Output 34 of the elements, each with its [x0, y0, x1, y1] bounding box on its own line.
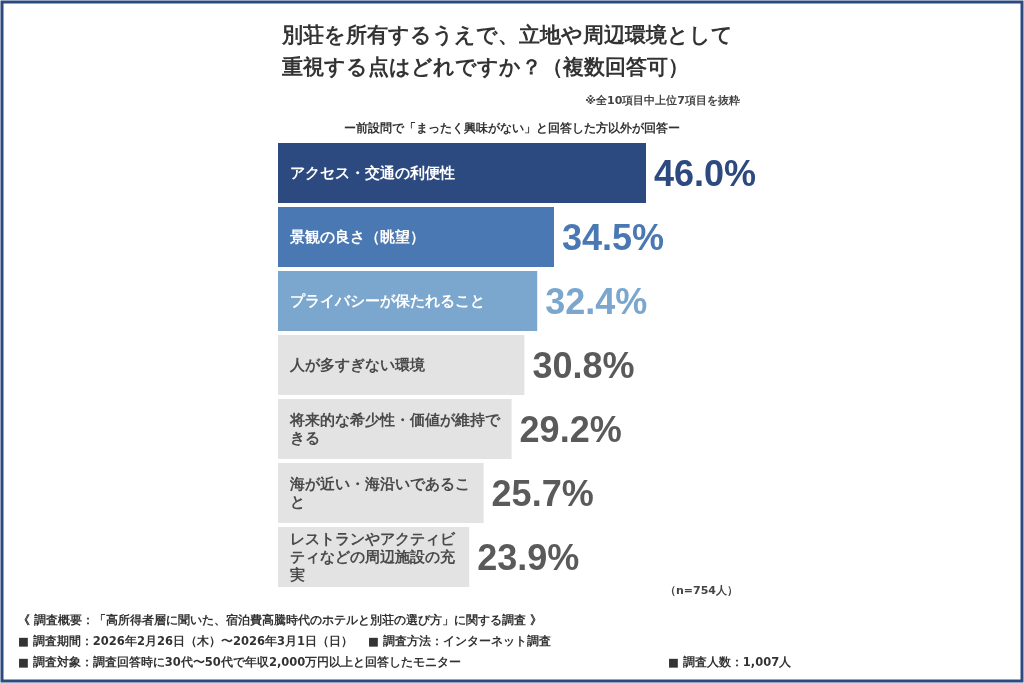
- bar: 景観の良さ（眺望） 34.5%: [278, 207, 665, 267]
- chart-title: 別荘を所有するうえで、立地や周辺環境として重視する点はどれですか？（複数回答可）: [281, 23, 733, 79]
- bar: [278, 207, 554, 267]
- bar: 将来的な希少性・価値が維持できる 29.2%: [278, 399, 622, 459]
- data-label: 32.4%: [545, 281, 648, 322]
- chart-subtitle: ー前設問で「まったく興味がない」と回答した方以外が回答ー: [344, 121, 680, 135]
- y-tick-label: レストランやアクティビティなどの周辺施設の充実: [289, 530, 456, 584]
- text: ■ 調査対象：調査回答時に30代〜50代で年収2,000万円以上と回答したモニター: [18, 655, 462, 669]
- y-tick-label: プライバシーが保たれること: [290, 292, 485, 310]
- bar: [278, 335, 525, 395]
- data-label: 29.2%: [519, 409, 622, 450]
- bar: レストランやアクティビティなどの周辺施設の充実 23.9%: [278, 527, 580, 587]
- bar: [278, 271, 538, 331]
- y-tick-label: 将来的な希少性・価値が維持できる: [289, 411, 501, 447]
- bar: プライバシーが保たれること 32.4%: [278, 271, 648, 331]
- bar: 海が近い・海沿いであること 25.7%: [278, 463, 594, 523]
- data-label: 25.7%: [491, 473, 594, 514]
- bar: [278, 143, 646, 203]
- text: （n=754人）: [664, 584, 738, 597]
- text: ■ 調査期間：2026年2月26日（木）〜2026年3月1日（日）: [18, 634, 353, 648]
- data-label: 30.8%: [532, 345, 635, 386]
- data-label: 34.5%: [562, 217, 665, 258]
- bar: アクセス・交通の利便性 46.0%: [278, 143, 757, 203]
- data-label: 23.9%: [477, 537, 580, 578]
- y-tick-label: アクセス・交通の利便性: [290, 164, 455, 182]
- text: ■ 調査人数：1,007人: [668, 655, 793, 669]
- data-label: 46.0%: [654, 153, 757, 194]
- bar: 人が多すぎない環境 30.8%: [278, 335, 635, 395]
- text: ■ 調査方法：インターネット調査: [368, 634, 551, 648]
- text: 《 調査概要：「高所得者層に聞いた、宿泊費高騰時代のホテルと別荘の選び方」に関する調査 》: [18, 613, 543, 627]
- y-tick-label: 海が近い・海沿いであること: [289, 475, 470, 511]
- text: ※全10項目中上位7項目を抜粋: [585, 94, 740, 107]
- y-tick-label: 景観の良さ（眺望）: [289, 228, 425, 246]
- y-tick-label: 人が多すぎない環境: [289, 356, 426, 374]
